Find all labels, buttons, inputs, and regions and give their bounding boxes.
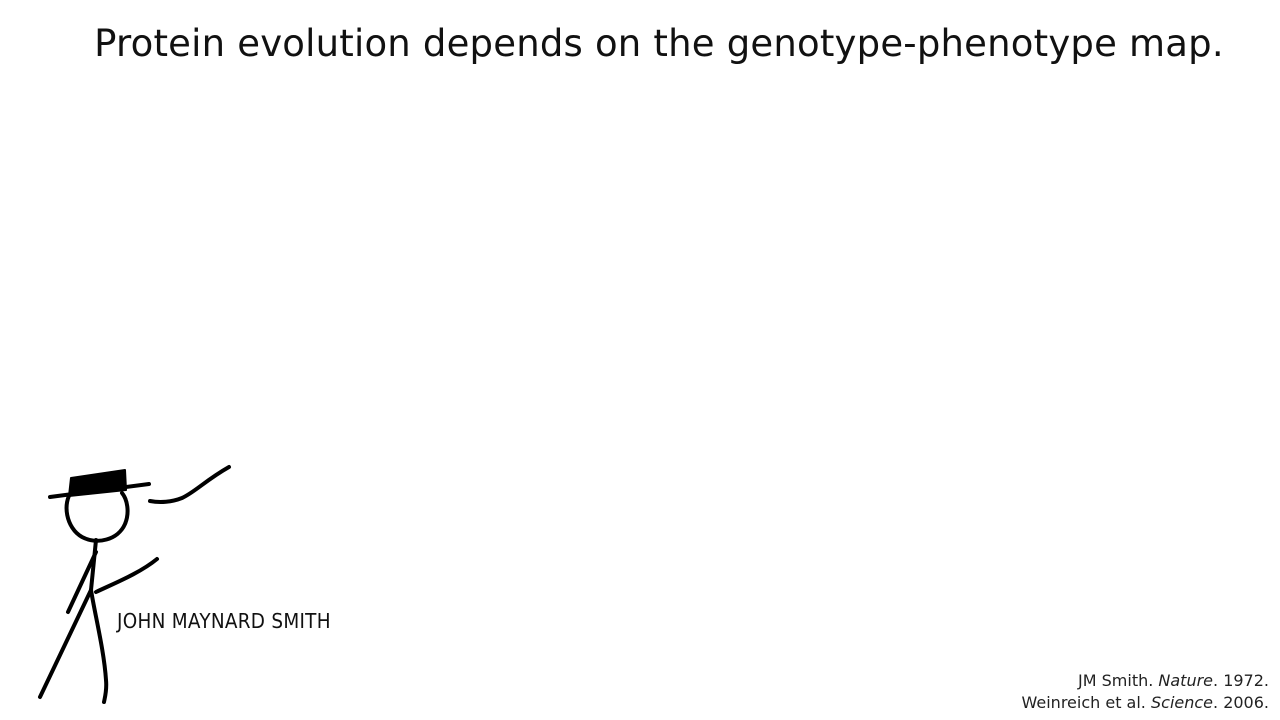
reference-item: Weinreich et al. Science. 2006. <box>1022 692 1270 714</box>
reference-journal: Science <box>1150 693 1214 712</box>
references: JM Smith. Nature. 1972. Weinreich et al.… <box>1022 670 1270 714</box>
reference-year: . 2006. <box>1213 693 1269 712</box>
reference-item: JM Smith. Nature. 1972. <box>1022 670 1269 692</box>
reference-year: . 1972. <box>1213 671 1269 690</box>
slide-title: Protein evolution depends on the genotyp… <box>94 22 1224 65</box>
stick-figure-with-hat-icon <box>38 465 231 704</box>
figure <box>0 440 360 720</box>
reference-author: Weinreich et al. <box>1021 693 1151 712</box>
reference-author: JM Smith. <box>1078 671 1159 690</box>
figure-caption: JOHN MAYNARD SMITH <box>117 609 331 633</box>
reference-journal: Nature <box>1158 671 1214 690</box>
